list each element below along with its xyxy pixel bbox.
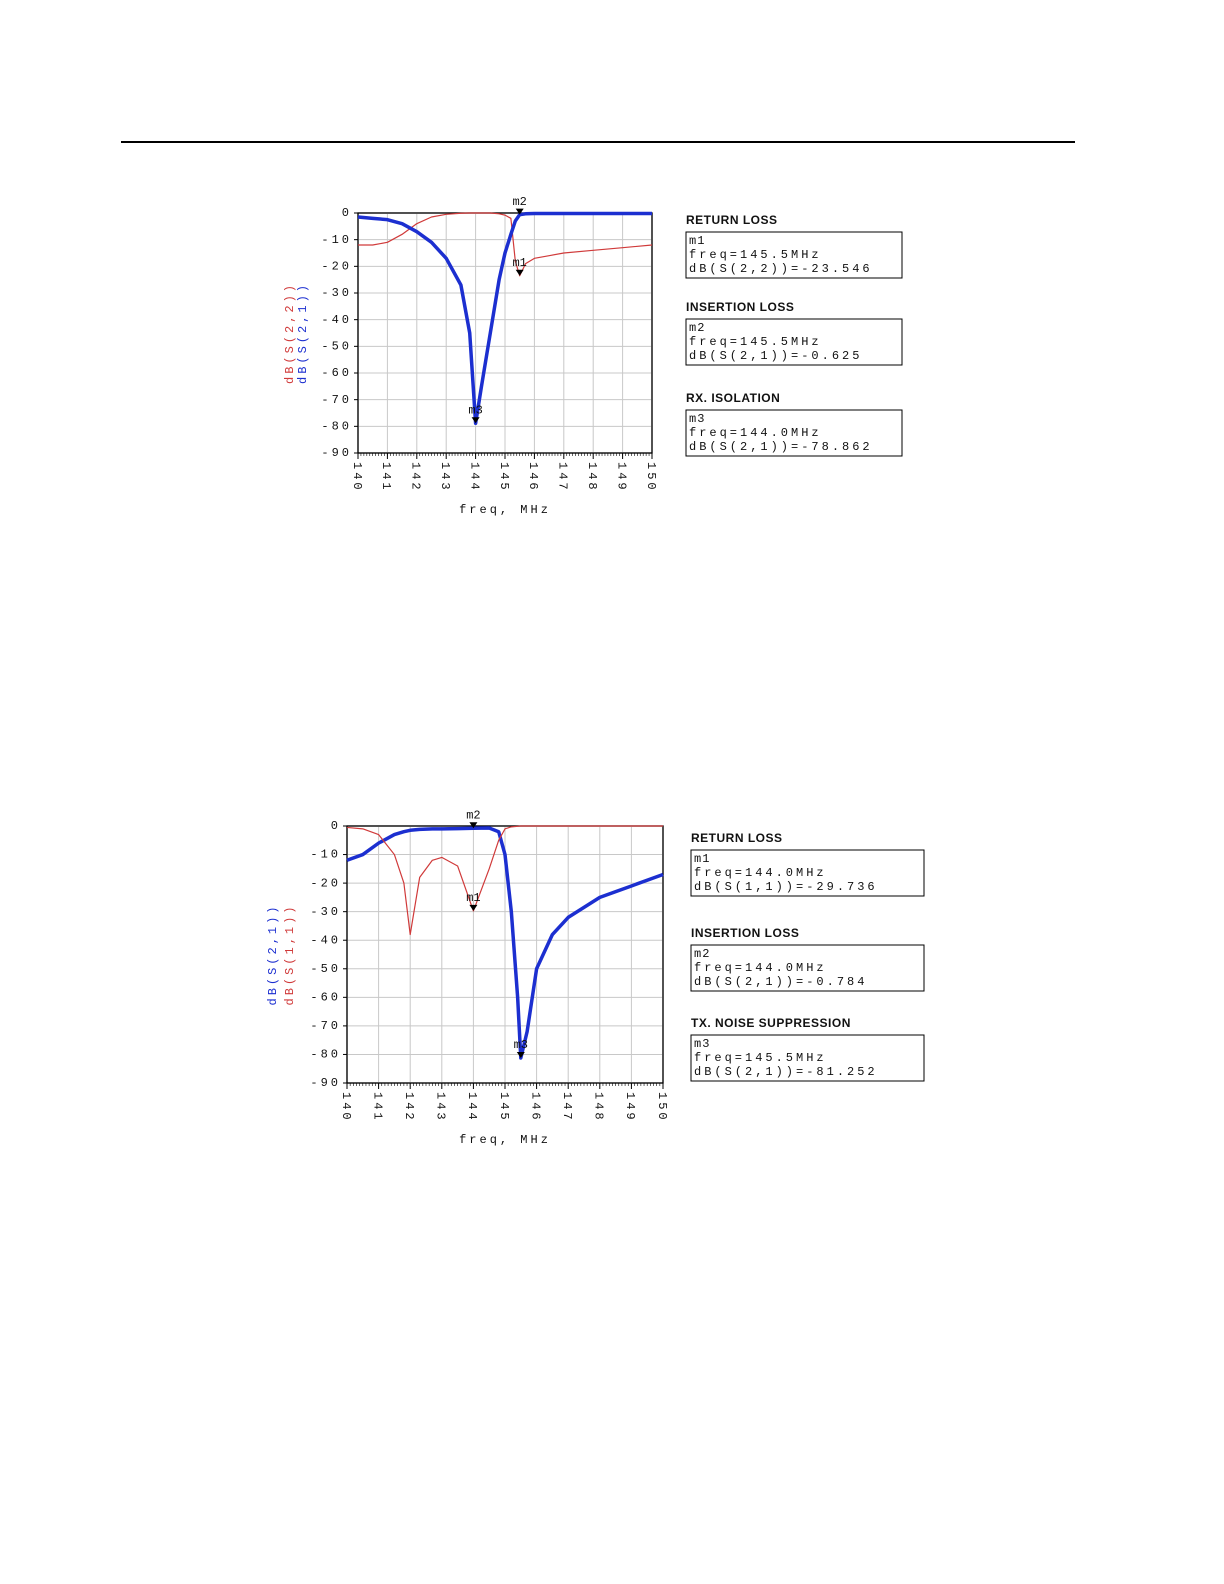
marker-label: m3 (514, 1038, 528, 1052)
x-tick-label: 146 (526, 462, 540, 493)
y-tick-label: -10 (310, 848, 341, 862)
readout-box (685, 318, 903, 366)
x-tick-label: 142 (409, 462, 423, 493)
x-tick-label: 143 (434, 1092, 448, 1123)
readout-line: dB(S(2,2))=-23.546 (689, 262, 873, 276)
x-tick-label: 141 (370, 1092, 384, 1123)
y-tick-label: 0 (342, 206, 352, 220)
readout-heading: RETURN LOSS (686, 213, 778, 227)
series-line (346, 826, 664, 1060)
series-name: dB(S(2,1)) (266, 903, 280, 1005)
readout-marker: m3 (694, 1037, 710, 1051)
y-tick-label: -50 (321, 340, 352, 354)
y-tick-label: -90 (321, 446, 352, 460)
marker-triangle (469, 822, 478, 829)
x-tick-label: 148 (592, 1092, 606, 1123)
x-tick-label: 150 (644, 462, 658, 493)
y-tick-label: -60 (310, 991, 341, 1005)
y-tick-label: -10 (321, 233, 352, 247)
marker-label: m1 (512, 256, 526, 270)
readout-heading: RX. ISOLATION (686, 391, 780, 405)
y-tick-label: -80 (310, 1048, 341, 1062)
x-tick-label: 143 (438, 462, 452, 493)
marker-triangle (469, 904, 478, 911)
x-tick-label: 140 (350, 462, 364, 493)
y-tick-label: -90 (310, 1076, 341, 1090)
readout-box (690, 1034, 925, 1082)
readout-marker: m1 (689, 234, 705, 248)
marker-triangle (515, 269, 524, 276)
readout-box (685, 409, 903, 457)
readout-line: dB(S(1,1))=-29.736 (694, 880, 878, 894)
x-tick-label: 149 (614, 462, 628, 493)
y-tick-label: -80 (321, 420, 352, 434)
series-line (346, 825, 663, 936)
y-tick-label: -60 (321, 366, 352, 380)
readout-marker: m3 (689, 412, 705, 426)
readout-line: dB(S(2,1))=-78.862 (689, 440, 873, 454)
y-tick-label: 0 (331, 819, 341, 833)
y-tick-label: -30 (310, 905, 341, 919)
y-tick-label: -30 (321, 286, 352, 300)
readout-marker: m2 (694, 947, 710, 961)
marker-triangle (516, 1052, 525, 1059)
readout-line: freq=145.5MHz (689, 335, 822, 349)
marker-label: m3 (468, 403, 482, 417)
series-line (357, 211, 652, 426)
readout-marker: m2 (689, 321, 705, 335)
x-tick-label: 146 (528, 1092, 542, 1123)
readout-marker: m1 (694, 852, 710, 866)
plot-frame (346, 825, 664, 1084)
x-tick-label: 141 (379, 462, 393, 493)
readout-line: dB(S(2,1))=-81.252 (694, 1065, 878, 1079)
x-tick-label: 142 (402, 1092, 416, 1123)
marker-label: m2 (512, 195, 526, 209)
readout-line: freq=144.0MHz (694, 961, 827, 975)
x-tick-label: 140 (339, 1092, 353, 1123)
marker-label: m1 (466, 891, 480, 905)
readout-heading: TX. NOISE SUPPRESSION (691, 1016, 851, 1030)
readout-line: freq=144.0MHz (689, 426, 822, 440)
x-tick-label: 147 (560, 1092, 574, 1123)
y-tick-label: -20 (310, 876, 341, 890)
readout-heading: INSERTION LOSS (691, 926, 799, 940)
readout-line: freq=145.5MHz (694, 1051, 827, 1065)
x-tick-label: 148 (585, 462, 599, 493)
x-tick-label: 150 (655, 1092, 669, 1123)
x-tick-label: 144 (467, 462, 481, 493)
readout-box (690, 849, 925, 897)
series-line (358, 212, 653, 277)
y-tick-label: -20 (321, 260, 352, 274)
series-name: dB(S(1,1)) (283, 903, 297, 1005)
readout-line: dB(S(2,1))=-0.625 (689, 349, 862, 363)
y-tick-label: -40 (321, 313, 352, 327)
marker-triangle (515, 208, 524, 215)
readout-line: dB(S(2,1))=-0.784 (694, 975, 867, 989)
series-name: dB(S(2,1)) (296, 282, 310, 384)
readout-heading: INSERTION LOSS (686, 300, 794, 314)
x-tick-label: 147 (556, 462, 570, 493)
readout-box (690, 944, 925, 992)
x-tick-label: 145 (497, 1092, 511, 1123)
readout-heading: RETURN LOSS (691, 831, 783, 845)
readout-line: freq=144.0MHz (694, 866, 827, 880)
x-axis-label: freq, MHz (459, 1133, 551, 1147)
y-tick-label: -50 (310, 962, 341, 976)
y-tick-label: -40 (310, 933, 341, 947)
y-tick-label: -70 (321, 393, 352, 407)
marker-label: m2 (466, 808, 480, 822)
x-tick-label: 149 (623, 1092, 637, 1123)
x-tick-label: 145 (497, 462, 511, 493)
y-tick-label: -70 (310, 1019, 341, 1033)
x-tick-label: 144 (465, 1092, 479, 1123)
x-axis-label: freq, MHz (459, 503, 551, 517)
readout-line: freq=145.5MHz (689, 248, 822, 262)
plot-frame (357, 212, 653, 454)
readout-box (685, 231, 903, 279)
series-name: dB(S(2,2)) (283, 282, 297, 384)
marker-triangle (471, 417, 480, 424)
